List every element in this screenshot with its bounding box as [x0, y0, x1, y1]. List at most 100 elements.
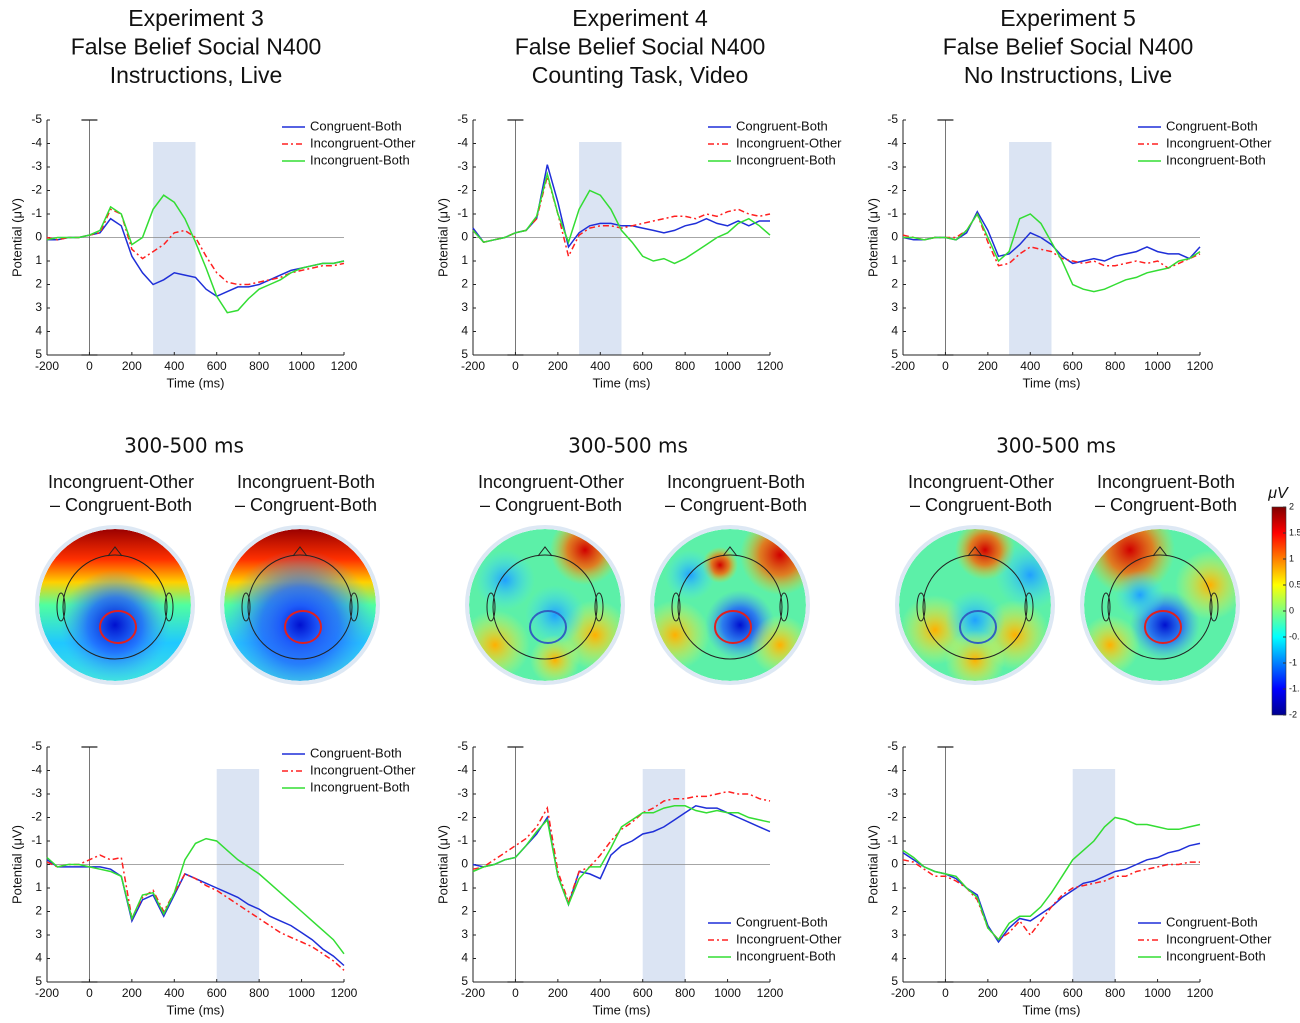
roi [529, 610, 567, 644]
x-axis-label: Time (ms) [166, 1002, 224, 1017]
y-axis-label: Potential (μV) [9, 198, 24, 277]
ear [1101, 592, 1111, 622]
x-tick-label: 1000 [714, 986, 741, 1000]
erp-line [902, 212, 1201, 269]
legend-label: Incongruent-Other [310, 135, 416, 150]
nose [292, 546, 308, 557]
y-tick-label: -5 [31, 739, 42, 753]
erp-line [902, 859, 1200, 941]
colorbar-tick-label: -1 [1289, 657, 1297, 667]
x-axis-label: Time (ms) [1022, 375, 1080, 390]
x-tick-label: 600 [207, 359, 227, 373]
experiment-title: False Belief Social N400 [943, 34, 1194, 60]
y-tick-label: 3 [461, 300, 468, 314]
topo-map [39, 529, 191, 681]
roi [99, 610, 137, 644]
head-outline [922, 554, 1028, 660]
nose [1152, 546, 1168, 557]
scalp-patch [475, 550, 535, 610]
y-tick-label: 1 [35, 253, 42, 267]
y-tick-label: -3 [887, 159, 898, 173]
y-tick-label: 5 [35, 974, 42, 988]
erp-line [46, 194, 345, 314]
legend-label: Congruent-Both [1166, 118, 1258, 133]
legend-label: Incongruent-Both [736, 948, 836, 963]
x-tick-label: -200 [891, 986, 915, 1000]
legend-label: Incongruent-Other [310, 762, 416, 777]
y-axis-label: Potential (μV) [435, 198, 450, 277]
erp-line [472, 805, 771, 907]
erp-line [472, 171, 771, 265]
ear [241, 592, 251, 622]
y-tick-label: -4 [31, 763, 42, 777]
scalp-rim [895, 525, 1055, 685]
map-label: – Congruent-Both [665, 495, 807, 515]
topo-map [654, 529, 806, 681]
x-tick-label: 800 [249, 359, 269, 373]
x-tick-label: 400 [590, 986, 610, 1000]
x-tick-label: 1200 [1187, 986, 1214, 1000]
legend-label: Incongruent-Both [310, 152, 410, 167]
experiment-title: Experiment 3 [128, 5, 264, 31]
x-tick-label: -200 [35, 359, 59, 373]
nose [537, 546, 553, 557]
analysis-window [1072, 769, 1116, 982]
erp-line [46, 854, 345, 971]
y-tick-label: 5 [461, 974, 468, 988]
y-tick-label: -5 [887, 112, 898, 126]
colorbar-tick-label: 1.5 [1289, 527, 1300, 537]
experiment-title: False Belief Social N400 [515, 34, 766, 60]
scalp-rim [35, 525, 195, 685]
scalp-patch [740, 529, 806, 595]
scalp-patch [665, 550, 715, 600]
y-tick-label: -2 [887, 810, 898, 824]
y-tick-label: 3 [461, 927, 468, 941]
y-tick-label: 2 [891, 277, 898, 291]
topo-map [224, 529, 376, 681]
y-tick-label: 1 [891, 880, 898, 894]
map-label: – Congruent-Both [235, 495, 377, 515]
scalp-patch [1115, 570, 1165, 620]
y-tick-label: 5 [891, 974, 898, 988]
ear [916, 592, 926, 622]
map-label: – Congruent-Both [50, 495, 192, 515]
experiment-title: Counting Task, Video [532, 62, 749, 88]
y-tick-label: -3 [31, 159, 42, 173]
y-tick-label: -3 [31, 786, 42, 800]
roi [284, 610, 322, 644]
y-tick-label: -2 [457, 183, 468, 197]
x-tick-label: 1000 [714, 359, 741, 373]
y-tick-label: -4 [457, 136, 468, 150]
y-tick-label: -3 [457, 786, 468, 800]
x-tick-label: -200 [35, 986, 59, 1000]
x-tick-label: 1000 [288, 359, 315, 373]
y-tick-label: 0 [35, 857, 42, 871]
y-axis-label: Potential (μV) [865, 825, 880, 904]
analysis-window [642, 769, 686, 982]
x-tick-label: 400 [590, 359, 610, 373]
y-tick-label: 2 [35, 277, 42, 291]
y-tick-label: 5 [461, 347, 468, 361]
legend-label: Incongruent-Other [1166, 135, 1272, 150]
nose [107, 546, 123, 557]
x-tick-label: 200 [122, 986, 142, 1000]
y-tick-label: 2 [35, 904, 42, 918]
legend-label: Incongruent-Other [1166, 931, 1272, 946]
erp-line [46, 859, 345, 967]
x-tick-label: 600 [1063, 359, 1083, 373]
scalp-patch [260, 585, 340, 665]
y-tick-label: 4 [461, 951, 468, 965]
head-outline [677, 554, 783, 660]
y-tick-label: 0 [891, 230, 898, 244]
legend-label: Incongruent-Other [736, 931, 842, 946]
x-tick-label: 200 [548, 359, 568, 373]
head-outline [247, 554, 353, 660]
y-tick-label: 5 [891, 347, 898, 361]
erp-line [46, 837, 345, 955]
x-tick-label: 1000 [1144, 986, 1171, 1000]
scalp-patch [530, 635, 580, 681]
map-label: Incongruent-Other [48, 472, 194, 492]
y-tick-label: 0 [35, 230, 42, 244]
analysis-window [216, 769, 260, 982]
experiment-title: Instructions, Live [110, 62, 283, 88]
